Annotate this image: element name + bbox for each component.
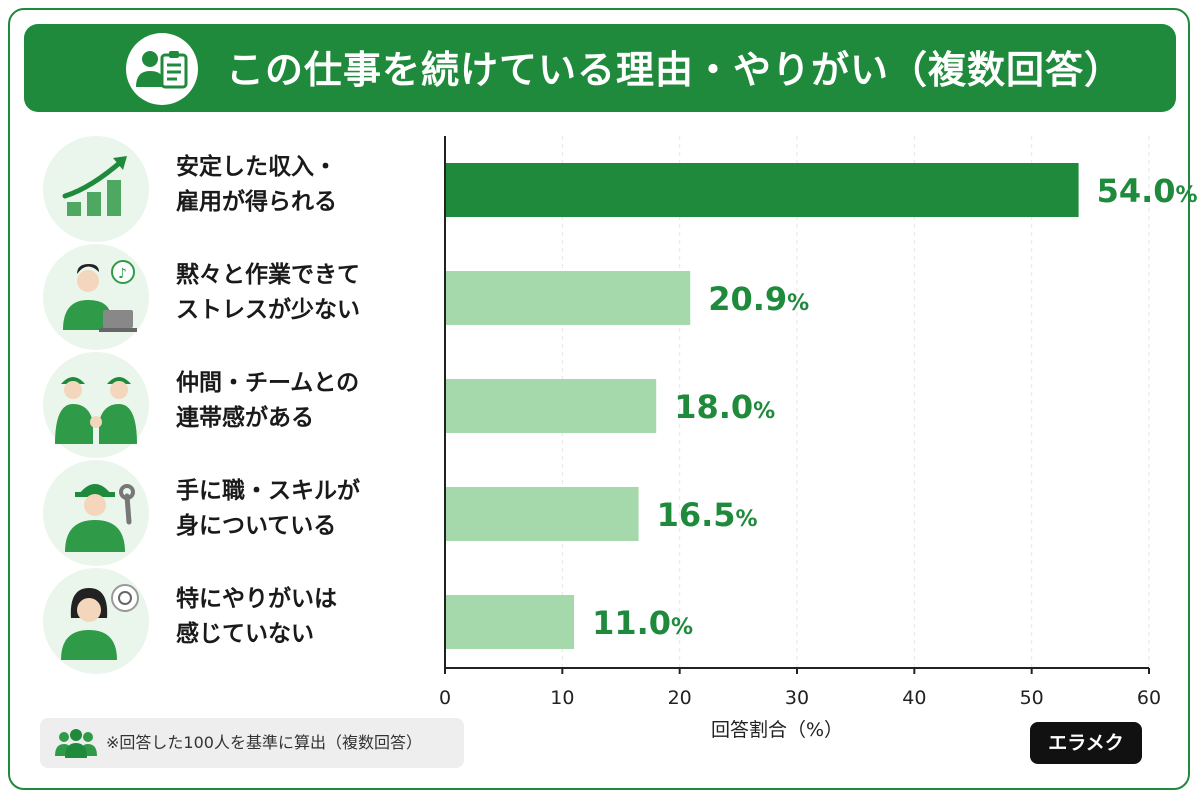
x-tick-label-1: 10: [550, 687, 574, 709]
bar-1: [445, 271, 691, 325]
worker-wrench-icon: [43, 460, 149, 566]
x-tick-label-5: 50: [1020, 687, 1044, 709]
team-handshake-icon: [43, 352, 149, 458]
footnote-text: ※回答した100人を基準に算出（複数回答）: [106, 733, 422, 752]
x-axis-label: 回答割合（%）: [711, 719, 843, 741]
bar-0: [445, 163, 1079, 217]
growth-chart-icon: [43, 136, 149, 242]
chart-title: この仕事を続けている理由・やりがい（複数回答）: [226, 48, 1124, 92]
category-label-4: 特にやりがいは 感じていない: [176, 586, 337, 647]
x-tick-label-0: 0: [439, 687, 451, 709]
value-label-3: 16.5%: [657, 496, 758, 534]
x-tick-label-3: 30: [785, 687, 809, 709]
x-tick-label-4: 40: [902, 687, 926, 709]
value-label-4: 11.0%: [592, 604, 693, 642]
category-label-1: 黙々と作業できて ストレスが少ない: [176, 262, 360, 323]
thinking-person-icon: [43, 568, 149, 674]
bar-4: [445, 595, 575, 649]
svg-text:♪: ♪: [118, 266, 127, 282]
bar-3: [445, 487, 639, 541]
clipboard-person-icon: [126, 33, 198, 105]
category-label-2: 仲間・チームとの 連帯感がある: [176, 370, 360, 431]
value-label-2: 18.0%: [674, 388, 775, 426]
bar-2: [445, 379, 657, 433]
category-label-0: 安定した収入・ 雇用が得られる: [176, 154, 337, 215]
people-group-icon: [55, 729, 97, 758]
x-tick-label-6: 60: [1137, 687, 1161, 709]
worker-laptop-icon: ♪: [43, 244, 149, 350]
brand-logo: エラメク: [1030, 722, 1142, 764]
title-banner: [24, 24, 1176, 112]
value-label-0: 54.0%: [1097, 172, 1198, 210]
value-label-1: 20.9%: [708, 280, 809, 318]
category-label-3: 手に職・スキルが 身についている: [176, 478, 360, 539]
x-tick-label-2: 20: [668, 687, 692, 709]
footnote-box: ※回答した100人を基準に算出（複数回答）: [40, 718, 464, 768]
